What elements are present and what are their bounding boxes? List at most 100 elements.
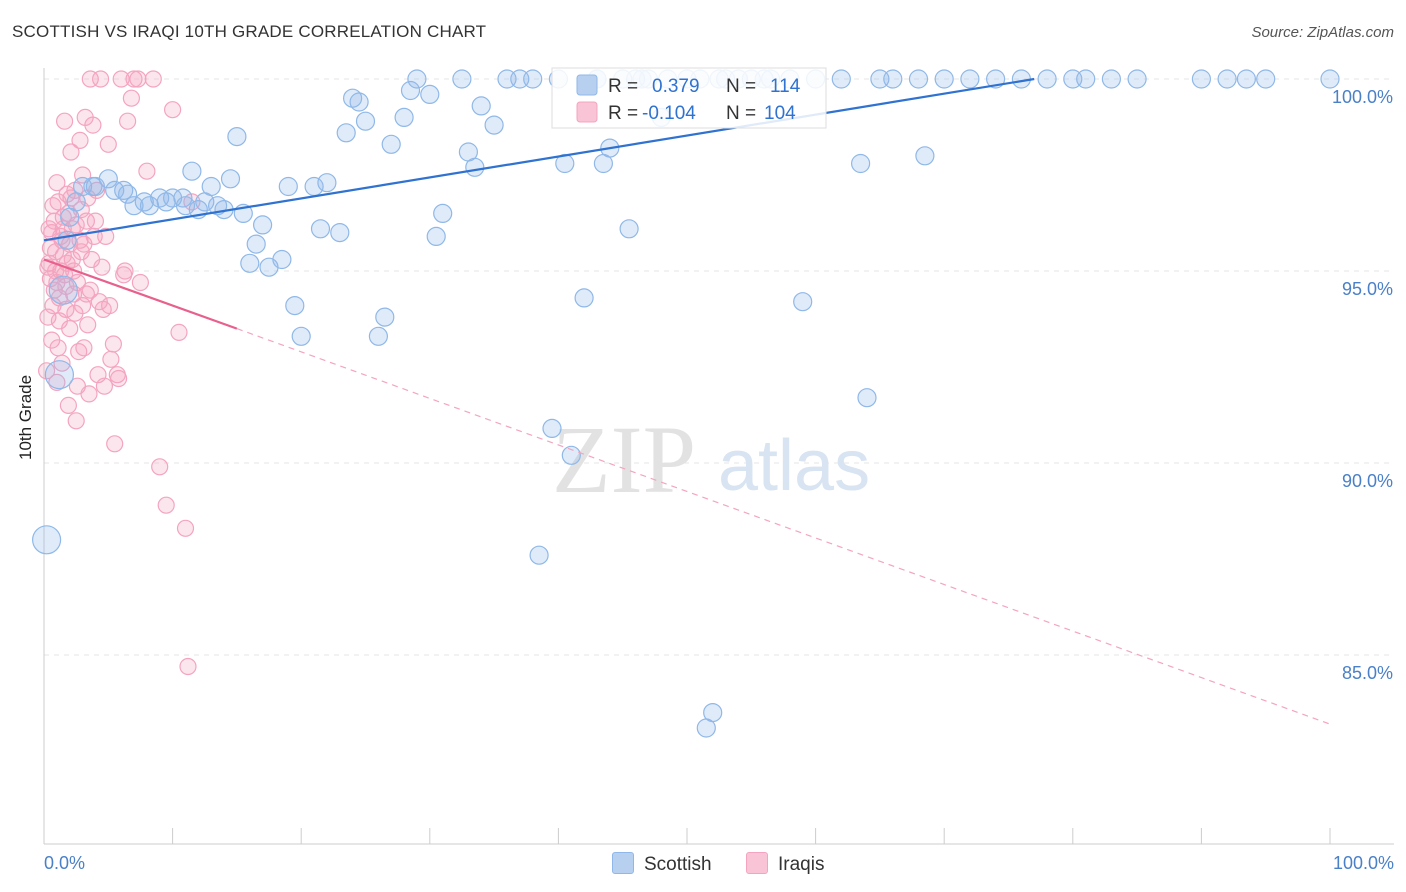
data-point-scottish (433, 203, 453, 223)
data-point-iraqis (43, 331, 61, 349)
data-point-scottish (381, 134, 401, 154)
data-point-scottish (908, 69, 929, 89)
stats-legend-box (551, 67, 827, 129)
data-point-scottish (420, 84, 440, 105)
data-point-scottish (407, 69, 427, 89)
stats-r-label-scottish: R = (608, 76, 638, 97)
data-point-iraqis (90, 293, 108, 311)
data-point-scottish (201, 176, 221, 197)
data-point-iraqis (108, 366, 126, 384)
data-point-iraqis (53, 354, 71, 372)
data-point-scottish (1127, 69, 1147, 89)
legend-item-iraqis[interactable]: Iraqis (746, 852, 824, 876)
data-point-scottish (240, 253, 260, 273)
x-ticks (43, 828, 1331, 844)
data-point-iraqis (179, 657, 197, 676)
stats-n-value-iraqis: 104 (764, 103, 796, 124)
data-point-iraqis (84, 116, 102, 134)
data-point-iraqis (91, 70, 110, 88)
trendline-iraqis-extension (236, 328, 1331, 725)
data-point-scottish (117, 184, 138, 204)
data-point-scottish (220, 169, 241, 189)
data-point-scottish (1256, 69, 1276, 89)
data-point-iraqis (48, 373, 66, 391)
data-point-scottish (57, 230, 77, 250)
data-point-scottish (934, 69, 954, 89)
data-point-scottish (574, 288, 594, 308)
data-point-iraqis (79, 316, 97, 334)
data-point-scottish (529, 545, 549, 565)
data-point-iraqis (66, 304, 84, 322)
gridlines (44, 78, 1394, 656)
data-point-iraqis (72, 243, 90, 261)
data-point-scottish (368, 326, 388, 346)
data-point-scottish (400, 80, 421, 101)
data-point-scottish (471, 96, 491, 116)
data-point-iraqis (68, 377, 87, 395)
stats-legend: R = 0.379 N = 114 R = -0.104 N = 104 (551, 67, 827, 129)
data-point-iraqis (95, 377, 114, 395)
data-point-iraqis (116, 262, 134, 280)
source-label: Source: ZipAtlas.com (1251, 24, 1394, 41)
data-point-scottish (272, 249, 292, 270)
stats-n-label-iraqis: N = (726, 103, 756, 124)
series-scottish (31, 69, 1340, 738)
data-point-scottish (1037, 69, 1057, 89)
legend-item-scottish[interactable]: Scottish (612, 852, 712, 876)
data-point-scottish (703, 702, 723, 723)
watermark-atlas: atlas (718, 426, 870, 506)
data-point-scottish (561, 445, 581, 465)
data-point-scottish (1101, 69, 1122, 89)
trendlines (43, 77, 1331, 725)
data-point-scottish (330, 223, 350, 243)
legend-swatch-scottish (612, 852, 634, 874)
data-point-iraqis (102, 350, 120, 368)
data-point-iraqis (62, 143, 80, 161)
axes (43, 68, 1394, 845)
data-point-iraqis (75, 339, 93, 357)
data-point-iraqis (50, 312, 69, 330)
stats-r-value-scottish: 0.379 (652, 76, 700, 97)
data-point-iraqis (99, 135, 117, 153)
data-point-scottish (44, 360, 75, 390)
data-point-scottish (1191, 69, 1212, 89)
data-point-scottish (542, 418, 562, 438)
data-point-scottish (246, 234, 266, 254)
data-point-iraqis (40, 220, 58, 238)
data-point-iraqis (151, 458, 169, 476)
data-point-scottish (278, 176, 298, 197)
data-point-scottish (31, 525, 62, 555)
data-point-iraqis (125, 70, 143, 88)
data-point-scottish (336, 123, 356, 143)
y-tick-label: 100.0% (1332, 87, 1393, 107)
data-point-iraqis (118, 112, 137, 130)
legend-label-iraqis: Iraqis (778, 854, 825, 875)
data-point-scottish (960, 69, 980, 89)
watermark: ZIP atlas (552, 406, 870, 513)
data-point-scottish (317, 173, 337, 193)
data-point-scottish (484, 115, 504, 135)
data-point-iraqis (170, 323, 188, 341)
data-point-scottish (375, 307, 395, 327)
series-iraqis (37, 70, 201, 676)
data-point-scottish (291, 326, 311, 346)
data-point-scottish (915, 146, 935, 166)
data-point-scottish (523, 69, 543, 89)
y-tick-labels: 100.0% 95.0% 90.0% 85.0% (1332, 87, 1393, 683)
legend-swatch-iraqis (746, 852, 768, 874)
data-point-scottish (355, 111, 376, 131)
data-point-iraqis (59, 396, 78, 414)
data-point-scottish (1217, 69, 1237, 89)
data-point-scottish (134, 192, 154, 212)
y-tick-label: 85.0% (1342, 663, 1393, 683)
stats-n-label-scottish: N = (726, 76, 756, 97)
trendline-scottish (43, 77, 1035, 242)
data-point-iraqis (86, 212, 105, 230)
data-point-iraqis (67, 412, 85, 430)
data-point-iraqis (77, 212, 96, 230)
data-point-iraqis (93, 258, 111, 276)
data-point-scottish (227, 127, 247, 147)
data-point-scottish (831, 69, 851, 89)
data-point-scottish (1076, 69, 1096, 89)
data-point-scottish (285, 296, 305, 316)
